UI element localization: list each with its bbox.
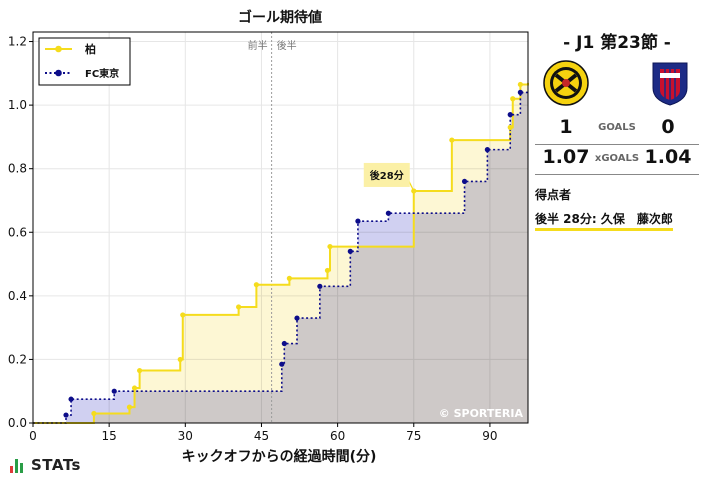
- data-point-home: [236, 304, 242, 310]
- goal-annotation: 後28分: [363, 162, 415, 192]
- legend-marker-away: [55, 69, 62, 77]
- data-point-away: [517, 89, 523, 95]
- legend-marker-home: [55, 45, 62, 53]
- legend-box: [38, 37, 131, 86]
- x-tick-label: 30: [178, 429, 193, 443]
- data-point-away: [281, 340, 287, 347]
- goals-row: 1 GOALS 0: [535, 116, 699, 145]
- data-point-away: [385, 210, 391, 216]
- x-tick-label: 90: [482, 429, 497, 443]
- goals-label: GOALS: [598, 122, 636, 133]
- data-point-away: [279, 361, 285, 367]
- data-point-away: [355, 218, 361, 224]
- data-point-home: [286, 275, 292, 281]
- legend: 柏 FC東京: [38, 37, 131, 86]
- annotation-box: [363, 162, 410, 187]
- kashiwa-reysol-emblem: [543, 60, 589, 106]
- x-axis-label: キックオフからの経過時間(分): [182, 448, 377, 465]
- x-tick-label: 0: [29, 429, 37, 443]
- stats-logo-icon: [10, 459, 26, 473]
- x-tick-label: 45: [254, 429, 269, 443]
- annotation-label: 後28分: [370, 169, 404, 182]
- data-point-home: [507, 124, 513, 130]
- y-tick-label: 0.0: [8, 416, 27, 430]
- plot-frame: [32, 31, 529, 424]
- away-xg: 1.04: [644, 146, 692, 168]
- scorers-title: 得点者: [535, 188, 572, 202]
- y-axis-ticks: 0.0 0.2 0.4 0.6 0.8 1.0 1.2: [8, 35, 33, 430]
- x-axis-ticks: 0 15 30 45 60 75 90: [29, 423, 498, 443]
- y-tick-label: 0.2: [8, 352, 27, 366]
- y-tick-label: 0.8: [8, 162, 27, 176]
- data-point-home: [177, 356, 183, 363]
- data-point-home: [449, 137, 455, 143]
- data-point-home: [327, 243, 333, 250]
- data-point-home: [91, 410, 97, 417]
- x-tick-label: 15: [102, 429, 117, 443]
- y-tick-label: 0.4: [8, 289, 27, 303]
- data-point-away: [484, 147, 490, 153]
- data-point-home: [253, 282, 259, 288]
- watermark: © SPORTERIA: [439, 407, 524, 420]
- y-tick-label: 0.6: [8, 225, 27, 239]
- home-xg: 1.07: [542, 146, 590, 168]
- data-point-away: [111, 388, 117, 394]
- data-point-away: [347, 248, 353, 254]
- first-half-label: 前半: [248, 39, 268, 52]
- xg-label: xGOALS: [594, 153, 640, 164]
- chart-title: ゴール期待値: [238, 9, 322, 26]
- data-point-home: [137, 367, 143, 374]
- stats-logo-text: STATs: [31, 456, 81, 474]
- x-tick-label: 60: [330, 429, 345, 443]
- fc-tokyo-emblem: [652, 62, 688, 106]
- y-tick-label: 1.2: [8, 35, 27, 49]
- home-goals: 1: [559, 116, 573, 138]
- data-point-home: [517, 81, 523, 88]
- area-fill-home: [33, 82, 528, 423]
- data-point-away: [507, 112, 513, 118]
- away-goals: 0: [661, 116, 675, 138]
- x-tick-label: 75: [406, 429, 421, 443]
- xg-row: 1.07 xGOALS 1.04: [535, 146, 699, 175]
- data-point-home: [324, 267, 331, 274]
- data-point-away: [294, 315, 300, 321]
- match-title: - J1 第23節 -: [563, 33, 671, 53]
- y-tick-label: 1.0: [8, 98, 27, 112]
- data-point-home: [180, 312, 186, 318]
- second-half-label: 後半: [277, 39, 297, 52]
- area-fills: [33, 82, 528, 423]
- data-point-home: [131, 385, 138, 391]
- legend-label-away: FC東京: [85, 67, 119, 80]
- data-point-away: [68, 396, 74, 402]
- data-point-away: [63, 412, 69, 418]
- data-point-home: [510, 96, 516, 102]
- scorer-entry: 後半 28分: 久保 藤次郎: [535, 210, 673, 231]
- legend-label-home: 柏: [85, 42, 96, 56]
- data-point-away: [317, 283, 323, 289]
- data-point-home: [126, 404, 133, 410]
- data-point-away: [461, 178, 468, 185]
